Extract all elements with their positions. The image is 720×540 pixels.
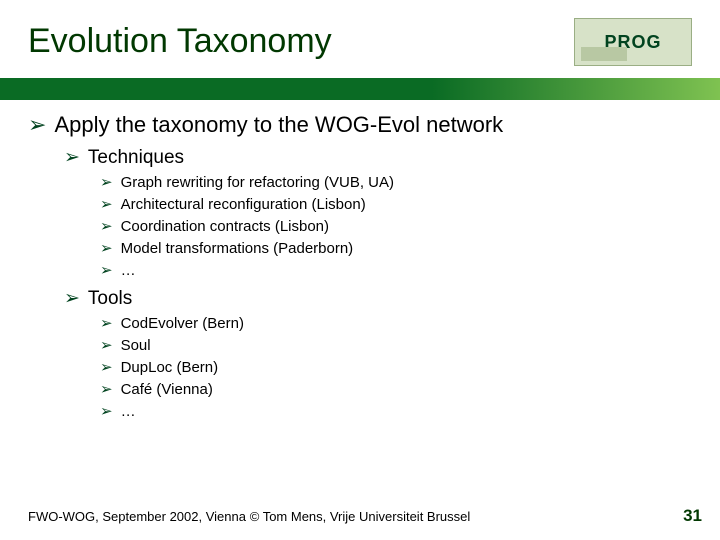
bullet-icon: ➢ <box>100 402 113 420</box>
bullet-icon: ➢ <box>100 336 113 354</box>
list-item: ➢ Café (Vienna) <box>100 380 692 398</box>
list-item: ➢ Model transformations (Paderborn) <box>100 239 692 257</box>
slide-title: Evolution Taxonomy <box>28 22 332 61</box>
bullet-icon: ➢ <box>100 380 113 398</box>
list-item-text: Architectural reconfiguration (Lisbon) <box>121 196 366 213</box>
bullet-icon: ➢ <box>100 217 113 235</box>
bullet-icon: ➢ <box>100 314 113 332</box>
list-item: ➢ Coordination contracts (Lisbon) <box>100 217 692 235</box>
list-item-text: Techniques <box>88 147 184 168</box>
list-item-text: … <box>121 262 136 279</box>
bullet-icon: ➢ <box>28 112 46 138</box>
bullet-icon: ➢ <box>64 287 80 310</box>
bullet-icon: ➢ <box>64 146 80 169</box>
list-item-text: Soul <box>121 337 151 354</box>
bullet-icon: ➢ <box>100 261 113 279</box>
list-item-text: CodEvolver (Bern) <box>121 315 244 332</box>
list-item-text: Coordination contracts (Lisbon) <box>121 218 329 235</box>
slide-number: 31 <box>683 506 702 526</box>
bullet-list-level2: ➢ Techniques ➢ Graph rewriting for refacto… <box>28 146 692 420</box>
list-item-text: Café (Vienna) <box>121 381 213 398</box>
footer-center: © Tom Mens, Vrije Universiteit Brussel <box>0 509 720 524</box>
list-item-text: Graph rewriting for refactoring (VUB, UA… <box>121 174 394 191</box>
list-item: ➢ Graph rewriting for refactoring (VUB, U… <box>100 173 692 191</box>
header-bar <box>0 78 720 100</box>
bullet-icon: ➢ <box>100 239 113 257</box>
list-item: ➢… <box>100 261 692 279</box>
list-item: ➢ Apply the taxonomy to the WOG-Evol netw… <box>28 112 692 420</box>
content-area: ➢ Apply the taxonomy to the WOG-Evol netw… <box>28 112 692 428</box>
list-item-text: Apply the taxonomy to the WOG-Evol netwo… <box>54 112 503 137</box>
list-item: ➢ Techniques ➢ Graph rewriting for refacto… <box>64 146 692 279</box>
logo-decoration <box>581 47 627 61</box>
list-item-text: Model transformations (Paderborn) <box>121 240 354 257</box>
list-item: ➢ DupLoc (Bern) <box>100 358 692 376</box>
list-item: ➢ Architectural reconfiguration (Lisbon) <box>100 195 692 213</box>
list-item-text: DupLoc (Bern) <box>121 359 219 376</box>
bullet-list-level1: ➢ Apply the taxonomy to the WOG-Evol netw… <box>28 112 692 420</box>
list-item-text: … <box>121 403 136 420</box>
bullet-list-level3: ➢ Graph rewriting for refactoring (VUB, U… <box>64 173 692 279</box>
list-item: ➢… <box>100 402 692 420</box>
bullet-icon: ➢ <box>100 358 113 376</box>
list-item-text: Tools <box>88 288 132 309</box>
bullet-icon: ➢ <box>100 195 113 213</box>
bullet-icon: ➢ <box>100 173 113 191</box>
logo: PROG <box>574 18 692 66</box>
slide: Evolution Taxonomy PROG ➢ Apply the taxon… <box>0 0 720 540</box>
list-item: ➢ CodEvolver (Bern) <box>100 314 692 332</box>
list-item: ➢ Tools ➢ CodEvolver (Bern) ➢ Soul ➢ DupLoc … <box>64 287 692 420</box>
bullet-list-level3: ➢CodEvolver (Bern) ➢Soul ➢DupLoc (Bern) … <box>64 314 692 420</box>
list-item: ➢ Soul <box>100 336 692 354</box>
